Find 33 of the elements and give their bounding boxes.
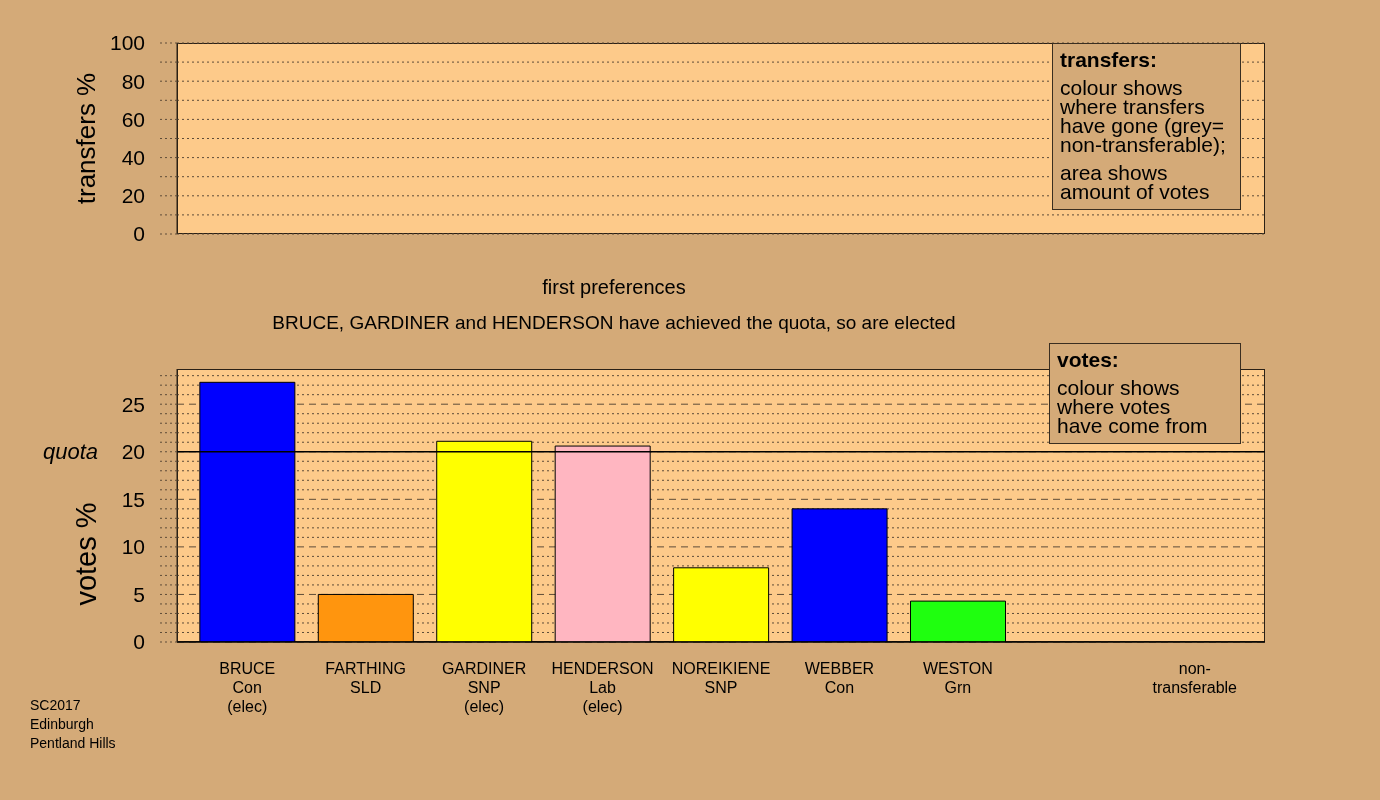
annotation: colour shows where transfers have gone (grey= non-transferable); bbox=[1060, 76, 1227, 156]
y-tick-label: 80 bbox=[121, 69, 145, 93]
y-tick-label: 40 bbox=[121, 145, 145, 169]
x-tick-label: BRUCE Con (elec) bbox=[219, 660, 276, 715]
y-tick-label: 5 bbox=[133, 582, 145, 606]
y-tick-label: 0 bbox=[133, 222, 145, 246]
x-tick-label: WESTON Grn bbox=[922, 660, 993, 696]
text-box: transfers: colour shows where transfers have gone (grey= non-transferable); area shows amount of votes bbox=[1052, 43, 1241, 210]
y-tick-label: 60 bbox=[121, 107, 145, 131]
x-tick-label: NOREIKIENE SNP bbox=[671, 660, 771, 696]
y-tick-label: 15 bbox=[121, 487, 145, 511]
y-tick-label: 0 bbox=[133, 630, 145, 654]
annotation: colour shows where votes have come from bbox=[1057, 376, 1209, 437]
y-tick-label: 100 bbox=[109, 31, 145, 55]
x-tick-label: GARDINER SNP (elec) bbox=[441, 660, 527, 715]
ref-line-label: quota bbox=[42, 439, 98, 465]
annotation: transfers: bbox=[1060, 48, 1158, 71]
text-box: votes: colour shows where votes have come from bbox=[1049, 343, 1241, 444]
x-tick-label: FARTHING SLD bbox=[325, 660, 406, 696]
y-axis-title: transfers % bbox=[71, 72, 101, 205]
chart-subtitle: BRUCE, GARDINER and HENDERSON have achieved the quota, so are elected bbox=[271, 311, 957, 335]
y-tick-label: 20 bbox=[121, 184, 145, 208]
y-tick-label: 10 bbox=[121, 535, 145, 559]
y-tick-label: 25 bbox=[121, 392, 145, 416]
y-tick-label: 20 bbox=[121, 440, 145, 464]
y-axis-title: votes % bbox=[70, 502, 102, 606]
x-tick-label: HENDERSON Lab (elec) bbox=[551, 660, 654, 715]
chart-title: first preferences bbox=[541, 275, 687, 299]
x-tick-label: WEBBER Con bbox=[804, 660, 875, 696]
annotation: area shows amount of votes bbox=[1060, 161, 1211, 203]
text: SC2017 Edinburgh Pentland Hills bbox=[30, 696, 116, 753]
annotation: votes: bbox=[1057, 348, 1120, 371]
x-tick-label: non- transferable bbox=[1152, 660, 1238, 696]
